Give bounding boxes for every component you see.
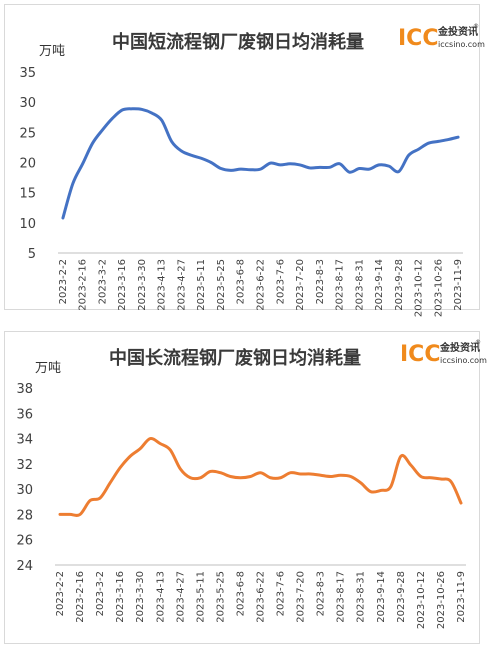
x-tick-label: 2023-11-9 — [453, 259, 464, 311]
y-tick-label: 5 — [28, 247, 36, 262]
x-tick-label: 2023-3-16 — [117, 259, 128, 311]
x-tick-label: 2023-10-26 — [433, 259, 444, 317]
y-tick-label: 34 — [16, 433, 33, 448]
icc-logo: ICC 金投资讯 ® iccsino.com — [398, 23, 485, 51]
y-unit-label: 万吨 — [35, 361, 61, 376]
x-tick-label: 2023-8-17 — [335, 259, 346, 311]
plot-area: 5 10 15 20 25 30 35 2023-2-2 2023-2-16 2023-3-2 20… — [19, 66, 464, 317]
x-tick-label: 2023-6-22 — [256, 571, 267, 623]
chart-title: 中国短流程钢厂废钢日均消耗量 — [112, 31, 364, 53]
icc-logo: ICC 金投资讯 ® iccsino.com — [400, 339, 487, 367]
plot-area: 24 26 28 30 32 34 36 38 2023-2-2 2023-2-16 2023-3-… — [16, 382, 467, 629]
x-tick-label: 2023-5-11 — [195, 571, 206, 623]
logo-url-text: iccsino.com — [440, 356, 487, 365]
x-tick-label: 2023-3-30 — [135, 571, 146, 623]
x-tick-label: 2023-6-22 — [256, 259, 267, 311]
short-process-chart: 中国短流程钢厂废钢日均消耗量 万吨 ICC 金投资讯 ® iccsino.com… — [19, 23, 485, 317]
x-tick-label: 2023-6-8 — [235, 571, 246, 616]
x-tick-label: 2023-4-27 — [176, 259, 187, 311]
logo-icc-text: ICC — [400, 342, 440, 367]
chart-panel-long-process: 中国长流程钢厂废钢日均消耗量 万吨 ICC 金投资讯 ® iccsino.com… — [4, 331, 487, 644]
y-tick-label: 24 — [16, 559, 33, 574]
y-tick-label: 32 — [16, 458, 33, 473]
logo-url-text: iccsino.com — [438, 40, 485, 49]
y-tick-label: 30 — [19, 96, 36, 111]
x-tick-label: 2023-9-14 — [374, 259, 385, 311]
x-tick-label: 2023-8-17 — [336, 571, 347, 623]
x-tick-label: 2023-2-2 — [55, 571, 66, 616]
x-tick-label: 2023-4-13 — [157, 259, 168, 311]
y-tick-label: 35 — [19, 66, 36, 81]
series-line — [61, 107, 460, 220]
y-tick-label: 28 — [16, 508, 33, 523]
long-process-chart: 中国长流程钢厂废钢日均消耗量 万吨 ICC 金投资讯 ® iccsino.com… — [16, 339, 487, 629]
x-tick-label: 2023-2-16 — [78, 259, 89, 311]
x-tick-label: 2023-2-2 — [58, 259, 69, 304]
x-tick-label: 2023-5-11 — [196, 259, 207, 311]
x-tick-label: 2023-4-27 — [175, 571, 186, 623]
x-tick-label: 2023-7-6 — [276, 571, 287, 616]
x-tick-label: 2023-3-30 — [137, 259, 148, 311]
y-tick-label: 26 — [16, 534, 33, 549]
logo-registered-mark: ® — [475, 339, 481, 346]
logo-icc-text: ICC — [398, 26, 438, 51]
y-unit-label: 万吨 — [39, 44, 65, 59]
x-tick-label: 2023-3-2 — [97, 259, 108, 304]
y-tick-label: 15 — [19, 187, 36, 202]
y-tick-label: 20 — [19, 157, 36, 172]
x-tick-label: 2023-9-28 — [394, 259, 405, 311]
logo-registered-mark: ® — [473, 23, 479, 30]
logo-cn-text: 金投资讯 — [437, 25, 478, 38]
x-tick-label: 2023-10-26 — [436, 571, 447, 629]
logo-cn-text: 金投资讯 — [439, 341, 480, 354]
chart-panel-short-process: 中国短流程钢厂废钢日均消耗量 万吨 ICC 金投资讯 ® iccsino.com… — [4, 4, 485, 317]
series-line — [58, 436, 463, 517]
y-tick-label: 10 — [19, 217, 36, 232]
y-tick-label: 38 — [16, 382, 33, 397]
x-tick-label: 2023-2-16 — [75, 571, 86, 623]
x-tick-label: 2023-4-13 — [155, 571, 166, 623]
x-tick-label: 2023-8-3 — [315, 259, 326, 304]
x-tick-label: 2023-8-31 — [354, 259, 365, 311]
y-tick-label: 36 — [16, 407, 33, 422]
x-tick-label: 2023-10-12 — [414, 259, 425, 317]
x-tick-label: 2023-7-20 — [295, 259, 306, 311]
x-tick-label: 2023-7-6 — [275, 259, 286, 304]
x-tick-label: 2023-9-14 — [376, 571, 387, 623]
x-tick-label: 2023-8-31 — [356, 571, 367, 623]
x-tick-label: 2023-5-25 — [215, 571, 226, 623]
y-tick-label: 25 — [19, 126, 36, 141]
x-tick-label: 2023-6-8 — [236, 259, 247, 304]
x-tick-label: 2023-7-20 — [296, 571, 307, 623]
x-tick-label: 2023-8-3 — [316, 571, 327, 616]
y-tick-label: 30 — [16, 483, 33, 498]
chart-title: 中国长流程钢厂废钢日均消耗量 — [109, 347, 361, 369]
x-tick-label: 2023-3-16 — [115, 571, 126, 623]
x-tick-label: 2023-9-28 — [396, 571, 407, 623]
x-tick-label: 2023-11-9 — [456, 571, 467, 623]
x-tick-label: 2023-3-2 — [95, 571, 106, 616]
x-tick-label: 2023-5-25 — [216, 259, 227, 311]
x-tick-label: 2023-10-12 — [416, 571, 427, 629]
